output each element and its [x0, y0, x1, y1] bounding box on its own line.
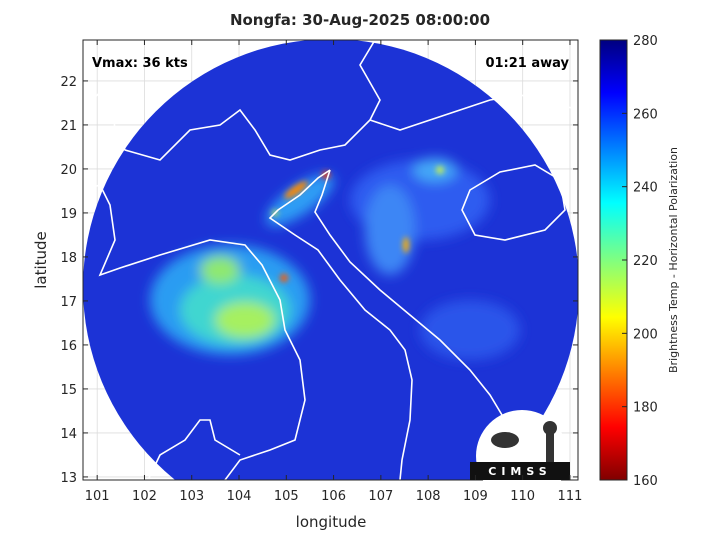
annotation-vmax: Vmax: 36 kts — [92, 56, 188, 71]
scan-disk — [83, 40, 578, 480]
cloud-field — [150, 158, 520, 360]
satellite-image — [83, 40, 578, 480]
x-axis-label: longitude — [296, 513, 367, 531]
y-tick-label: 22 — [60, 75, 77, 90]
colorbar-tick-label: 200 — [633, 327, 658, 342]
x-tick-label: 106 — [321, 489, 346, 504]
chart-title: Nongfa: 30-Aug-2025 08:00:00 — [230, 11, 490, 29]
x-tick-label: 110 — [510, 489, 535, 504]
cimss-logo: CIMSS — [470, 410, 570, 502]
x-tick-label: 109 — [463, 489, 488, 504]
colorbar-label: Brightness Temp - Horizontal Polarizatio… — [667, 147, 680, 373]
x-tick-label: 104 — [227, 489, 252, 504]
x-tick-label: 111 — [558, 489, 583, 504]
annotation-time: 01:21 away — [485, 56, 569, 71]
x-tick-label: 107 — [368, 489, 393, 504]
y-tick-label: 21 — [60, 119, 77, 134]
x-tick-label: 103 — [179, 489, 204, 504]
coastlines — [83, 40, 578, 480]
colorbar-tick-label: 260 — [633, 107, 658, 122]
y-tick-label: 16 — [60, 339, 77, 354]
y-tick-label: 14 — [60, 427, 77, 442]
colorbar-tick-label: 160 — [633, 474, 658, 489]
plot-frame — [82, 39, 579, 481]
colorbar-tick-label: 180 — [633, 401, 658, 416]
y-tick-label: 15 — [60, 383, 77, 398]
logo-text: CIMSS — [488, 465, 551, 478]
x-tick-label: 108 — [416, 489, 441, 504]
y-tick-label: 19 — [60, 207, 77, 222]
y-tick-label: 18 — [60, 251, 77, 266]
y-axis-label: latitude — [32, 231, 50, 289]
y-tick-label: 13 — [60, 471, 77, 486]
colorbar-tick-label: 220 — [633, 254, 658, 269]
colorbar-tick-label: 280 — [633, 34, 658, 49]
x-tick-label: 105 — [274, 489, 299, 504]
x-tick-label: 102 — [132, 489, 157, 504]
x-tick-label: 101 — [85, 489, 110, 504]
ticks: 101 102 103 104 105 106 107 108 109 110 111 13 14 15 1… — [60, 34, 657, 504]
colorbar-tick-label: 240 — [633, 181, 658, 196]
y-tick-label: 17 — [60, 295, 77, 310]
y-tick-label: 20 — [60, 163, 77, 178]
